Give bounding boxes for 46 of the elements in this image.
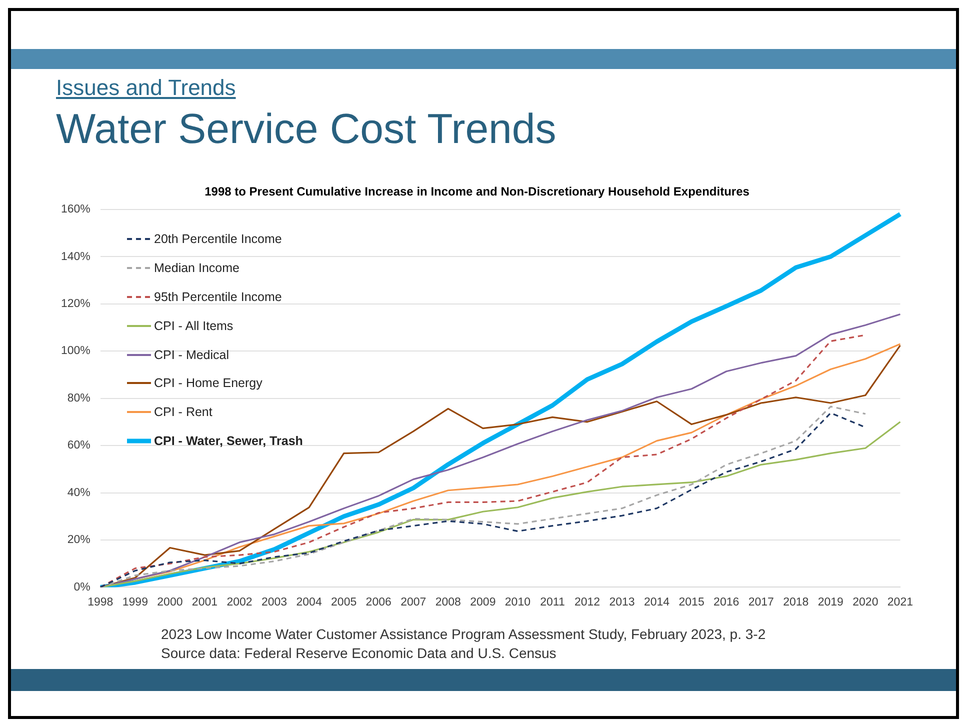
x-tick-label: 2004 bbox=[296, 596, 322, 608]
legend-label: 95th Percentile Income bbox=[154, 290, 282, 304]
x-tick-label: 2000 bbox=[157, 596, 183, 608]
x-tick-label: 2007 bbox=[400, 596, 426, 608]
y-tick-label: 120% bbox=[60, 298, 90, 310]
x-tick-label: 2003 bbox=[261, 596, 288, 608]
legend-label: CPI - Medical bbox=[154, 348, 230, 362]
x-tick-label: 2014 bbox=[644, 596, 670, 608]
text: Issues and Trends bbox=[56, 75, 236, 101]
x-tick-label: 2006 bbox=[366, 596, 392, 608]
legend-label: CPI - Home Energy bbox=[154, 376, 262, 390]
chart-title: Water Service Cost Trends bbox=[56, 105, 556, 153]
x-tick-label: 2020 bbox=[852, 596, 878, 608]
y-tick-label: 80% bbox=[67, 392, 90, 404]
x-tick-label: 2021 bbox=[887, 596, 914, 608]
x-tick-label: 2005 bbox=[331, 596, 357, 608]
y-tick-label: 140% bbox=[60, 250, 90, 263]
legend-label: CPI - Water, Sewer, Trash bbox=[154, 434, 303, 448]
chart-subtitle: 1998 to Present Cumulative Increase in Income and Non-Discretionary Household Expenditures bbox=[204, 184, 750, 199]
x-tick-label: 2019 bbox=[818, 596, 844, 608]
x-tick-label: 2012 bbox=[574, 596, 600, 608]
x-tick-label: 2016 bbox=[714, 596, 740, 608]
legend-label: CPI - Rent bbox=[154, 405, 212, 420]
x-tick-label: 2001 bbox=[192, 596, 218, 608]
text: 2023 Low Income Water Customer Assistance Program Assessment Study, February 2023, p. 3-2 bbox=[161, 625, 766, 644]
y-tick-label: 0% bbox=[74, 581, 90, 594]
x-tick-label: 2015 bbox=[678, 596, 704, 608]
legend-label: Median Income bbox=[154, 261, 240, 276]
y-tick-label: 20% bbox=[67, 534, 90, 546]
y-tick-label: 100% bbox=[60, 345, 90, 358]
x-tick-label: 2002 bbox=[226, 596, 252, 608]
x-tick-label: 2011 bbox=[540, 596, 565, 608]
legend-label: 20th Percentile Income bbox=[154, 232, 282, 246]
x-tick-label: 2008 bbox=[435, 596, 461, 608]
y-tick-label: 160% bbox=[60, 204, 90, 216]
y-tick-label: 60% bbox=[67, 440, 90, 452]
x-tick-label: 2013 bbox=[609, 596, 635, 608]
x-tick-label: 2009 bbox=[470, 596, 496, 608]
x-tick-label: 1999 bbox=[122, 596, 148, 608]
x-tick-label: 2017 bbox=[748, 596, 774, 608]
x-tick-label: 1998 bbox=[88, 596, 114, 608]
x-tick-label: 2010 bbox=[504, 596, 530, 608]
source-note: Source data: Federal Reserve Economic Data and U.S. Census bbox=[161, 644, 558, 663]
y-tick-label: 40% bbox=[67, 486, 90, 499]
x-tick-label: 2018 bbox=[783, 596, 809, 608]
legend-label: CPI - All Items bbox=[154, 318, 234, 333]
